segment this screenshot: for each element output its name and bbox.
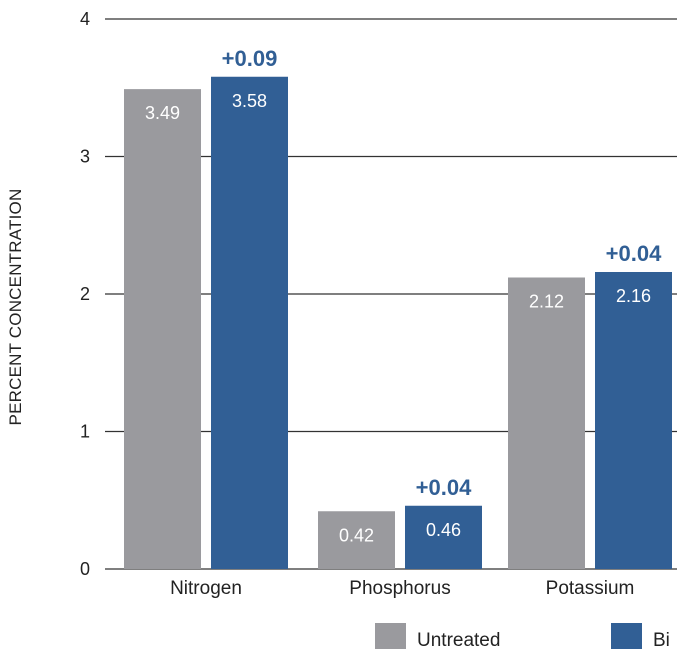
legend-swatch-untreated (375, 623, 406, 649)
bar-value-label: 3.58 (232, 91, 267, 111)
bar-untreated (318, 511, 395, 569)
y-tick-label: 3 (80, 147, 90, 167)
bar-untreated (124, 89, 201, 569)
bars (124, 76, 672, 569)
legend-label: Untreated (417, 630, 500, 649)
y-tick-label: 1 (80, 422, 90, 442)
y-axis-label: PERCENT CONCENTRATION (6, 189, 25, 426)
bar-labels: 3.49 3.58 +0.09 0.42 0.46 +0.04 2.12 2.16 +0.04 (145, 46, 662, 546)
legend-label: Bi (653, 630, 670, 649)
legend: Untreated Bi (375, 623, 670, 649)
bar-value-label: 0.46 (426, 520, 461, 540)
difference-label: +0.04 (606, 241, 662, 266)
difference-label: +0.09 (222, 46, 278, 71)
x-axis-categories: Nitrogen Phosphorus Potassium (170, 578, 634, 599)
y-tick-label: 0 (80, 559, 90, 579)
legend-swatch-bi (611, 623, 642, 649)
bar-bi (405, 505, 482, 569)
y-tick-label: 2 (80, 284, 90, 304)
x-tick-label: Nitrogen (170, 578, 242, 599)
y-tick-label: 4 (80, 9, 90, 29)
bar-value-label: 2.12 (529, 292, 564, 312)
bar-bi (211, 76, 288, 569)
bar-untreated (508, 277, 585, 569)
bar-bi (595, 272, 672, 569)
x-tick-label: Potassium (546, 578, 635, 599)
difference-label: +0.04 (416, 475, 472, 500)
bar-value-label: 3.49 (145, 103, 180, 123)
bar-value-label: 0.42 (339, 525, 374, 545)
x-tick-label: Phosphorus (349, 578, 450, 599)
bar-value-label: 2.16 (616, 286, 651, 306)
y-axis-ticks: 0 1 2 3 4 (80, 9, 90, 579)
